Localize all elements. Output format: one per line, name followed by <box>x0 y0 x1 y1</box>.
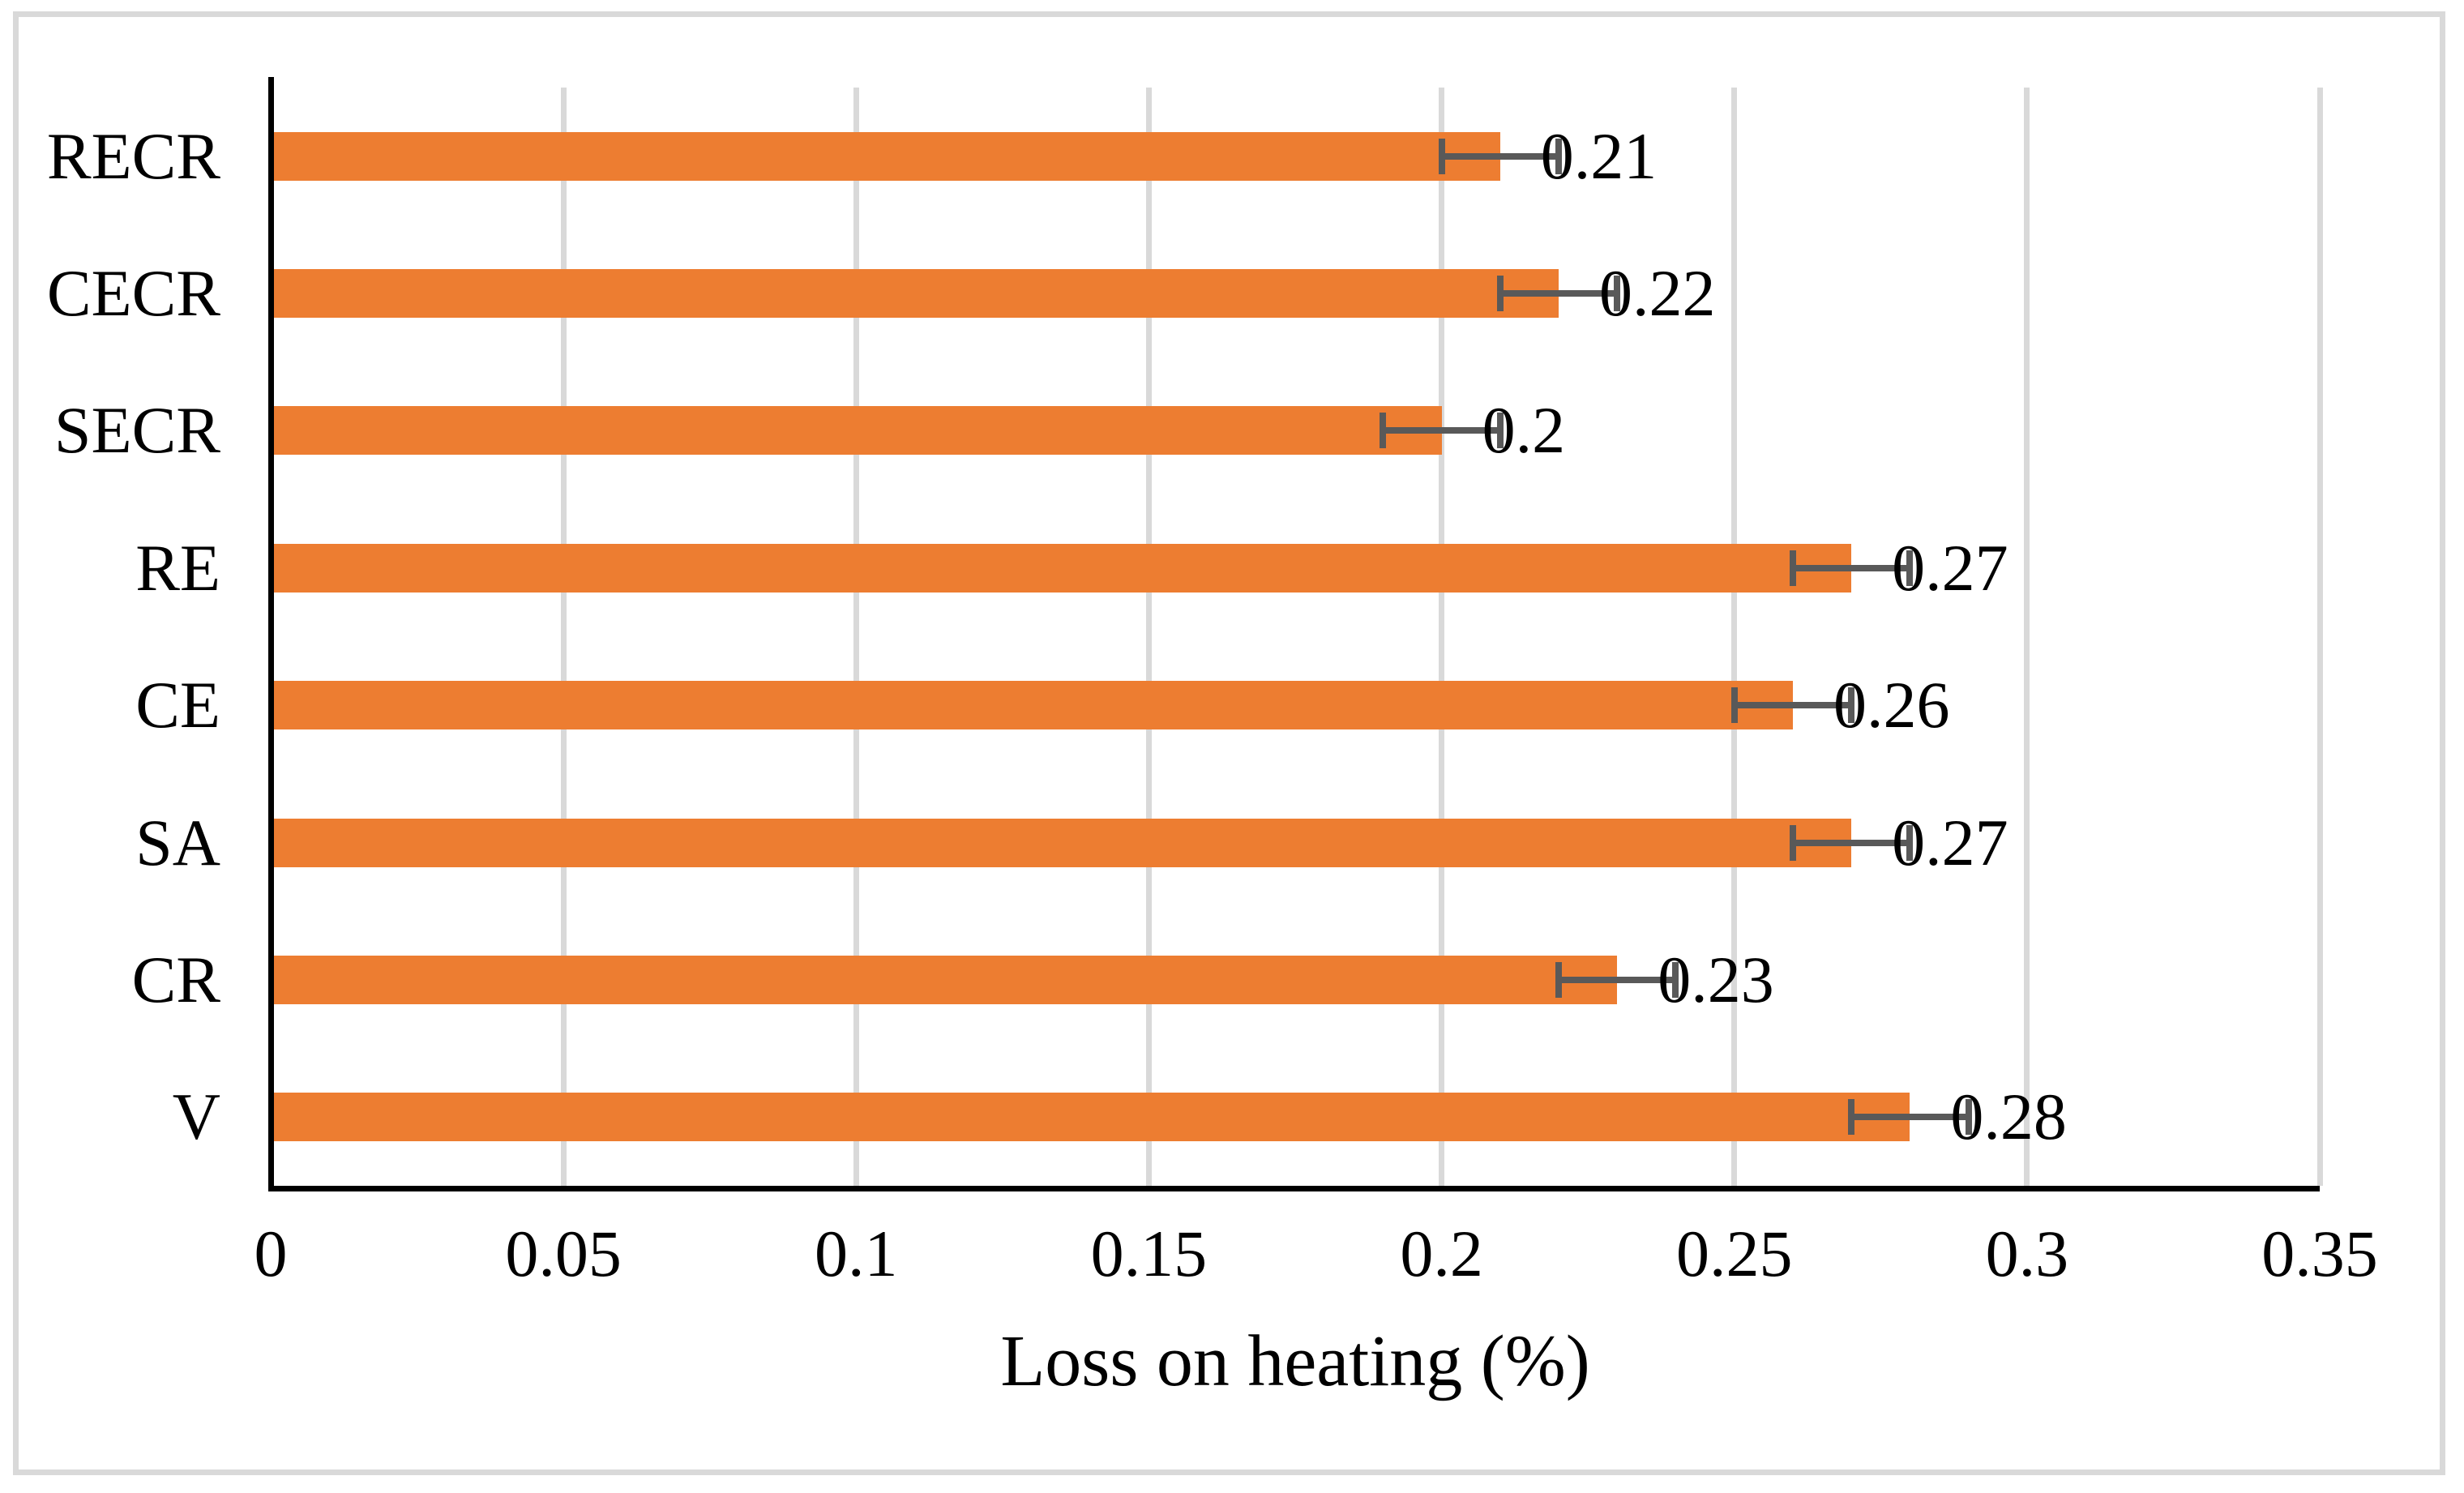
error-bar-cap-right <box>1906 550 1914 586</box>
x-tick-label: 0.2 <box>1400 1217 1483 1290</box>
error-bar-cap-left <box>1848 1099 1855 1136</box>
error-bar-cap-left <box>1555 961 1563 998</box>
data-label: 0.2 <box>1482 393 1566 468</box>
bar <box>271 269 1559 319</box>
gridline <box>1145 88 1152 1186</box>
x-tick-label: 0.05 <box>505 1217 622 1290</box>
x-tick-label: 0 <box>254 1217 288 1290</box>
bar <box>271 681 1793 730</box>
error-bar <box>1441 152 1559 160</box>
error-bar-cap-left <box>1438 138 1445 174</box>
gridline <box>1731 88 1738 1186</box>
error-bar-cap-right <box>1672 961 1679 998</box>
error-bar-cap-left <box>1789 550 1796 586</box>
x-tick-label: 0.15 <box>1090 1217 1208 1290</box>
error-bar-cap-left <box>1730 687 1738 724</box>
error-bar-cap-right <box>1496 413 1504 449</box>
category-label: SECR <box>53 393 220 468</box>
gridline <box>560 88 567 1186</box>
gridline <box>853 88 859 1186</box>
x-tick-label: 0.1 <box>815 1217 898 1290</box>
error-bar-cap-right <box>1965 1099 1972 1136</box>
data-label: 0.27 <box>1892 530 2008 605</box>
error-bar-cap-left <box>1380 413 1387 449</box>
bar <box>271 131 1500 181</box>
gridline <box>2024 88 2030 1186</box>
data-label: 0.28 <box>1950 1080 2067 1154</box>
error-bar <box>1734 702 1852 709</box>
error-bar <box>1792 564 1910 571</box>
gridline <box>2316 88 2323 1186</box>
data-label: 0.27 <box>1892 805 2008 879</box>
bar <box>271 1093 1910 1142</box>
category-label: CR <box>131 942 220 1016</box>
x-tick-label: 0.35 <box>2261 1217 2378 1290</box>
error-bar <box>1559 976 1676 983</box>
category-label: SA <box>135 805 220 879</box>
chart-frame-border <box>13 11 2445 1475</box>
error-bar-cap-right <box>1555 138 1563 174</box>
data-label: 0.21 <box>1540 118 1658 193</box>
y-axis-line <box>267 77 274 1191</box>
bar <box>271 818 1852 867</box>
category-label: RE <box>135 530 220 605</box>
category-label: CE <box>135 668 220 742</box>
error-bar-cap-left <box>1789 824 1796 861</box>
category-label: V <box>172 1080 220 1154</box>
error-bar <box>1499 290 1618 297</box>
category-label: CECR <box>46 256 220 331</box>
x-tick-label: 0.25 <box>1675 1217 1793 1290</box>
category-label: RECR <box>46 118 220 193</box>
bar <box>271 955 1618 1004</box>
bar <box>271 406 1442 456</box>
bar <box>271 543 1852 592</box>
x-tick-label: 0.3 <box>1985 1217 2069 1290</box>
data-label: 0.23 <box>1658 942 1774 1016</box>
error-bar-cap-right <box>1614 276 1621 312</box>
x-axis-line <box>267 1186 2320 1191</box>
error-bar <box>1383 427 1500 434</box>
error-bar-cap-left <box>1496 276 1504 312</box>
data-label: 0.26 <box>1833 668 1950 742</box>
error-bar <box>1792 839 1910 846</box>
error-bar-cap-right <box>1906 824 1914 861</box>
error-bar-cap-right <box>1848 687 1855 724</box>
gridline <box>1439 88 1445 1186</box>
error-bar <box>1851 1114 1969 1121</box>
x-axis-title: Loss on heating (%) <box>1000 1321 1590 1401</box>
data-label: 0.22 <box>1599 256 1716 331</box>
